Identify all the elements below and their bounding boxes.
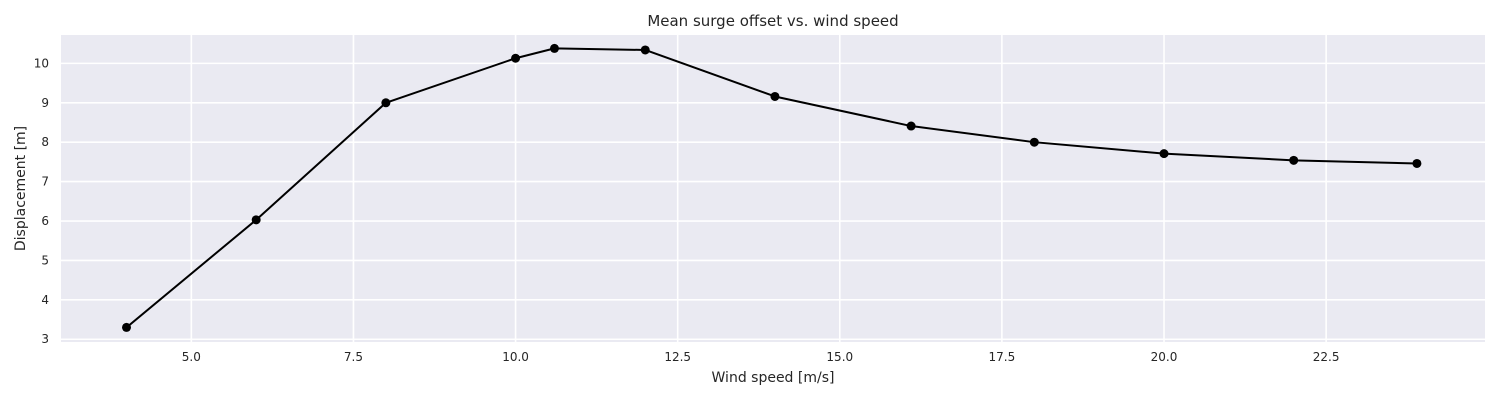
data-point xyxy=(1289,155,1299,165)
data-point xyxy=(1412,158,1422,168)
x-tick-label: 20.0 xyxy=(1151,350,1178,364)
y-tick-label: 5 xyxy=(41,253,49,267)
y-tick-label: 3 xyxy=(41,332,49,346)
data-point xyxy=(770,91,780,101)
y-tick-label: 8 xyxy=(41,135,49,149)
x-tick-label: 5.0 xyxy=(182,350,201,364)
y-axis-label: Displacement [m] xyxy=(13,126,29,251)
series-line xyxy=(125,47,1418,329)
x-tick-labels: 5.0 7.5 10.0 12.5 15.0 17.5 20.0 22.5 xyxy=(182,350,1340,364)
y-tick-label: 4 xyxy=(41,293,49,307)
x-tick-label: 12.5 xyxy=(664,350,691,364)
data-point xyxy=(1159,149,1169,159)
chart-title: Mean surge offset vs. wind speed xyxy=(647,12,898,30)
y-tick-labels: 3 4 5 6 7 8 9 10 xyxy=(34,56,49,346)
x-tick-label: 15.0 xyxy=(826,350,853,364)
x-tick-label: 22.5 xyxy=(1313,350,1340,364)
data-point xyxy=(1029,137,1039,147)
data-point xyxy=(640,45,650,55)
y-tick-label: 10 xyxy=(34,56,49,70)
data-point xyxy=(121,322,131,332)
x-axis-label: Wind speed [m/s] xyxy=(712,370,835,386)
plot-area xyxy=(61,35,1485,342)
data-point xyxy=(549,43,559,53)
grid-layer xyxy=(61,35,1485,342)
x-tick-label: 7.5 xyxy=(344,350,363,364)
data-point xyxy=(381,98,391,108)
series-layer xyxy=(121,43,1422,332)
data-point xyxy=(906,121,916,131)
y-tick-label: 6 xyxy=(41,214,49,228)
x-tick-label: 10.0 xyxy=(502,350,529,364)
data-point xyxy=(251,215,261,225)
y-tick-label: 7 xyxy=(41,175,49,189)
data-point xyxy=(511,53,521,63)
x-tick-label: 17.5 xyxy=(989,350,1016,364)
y-tick-label: 9 xyxy=(41,96,49,110)
